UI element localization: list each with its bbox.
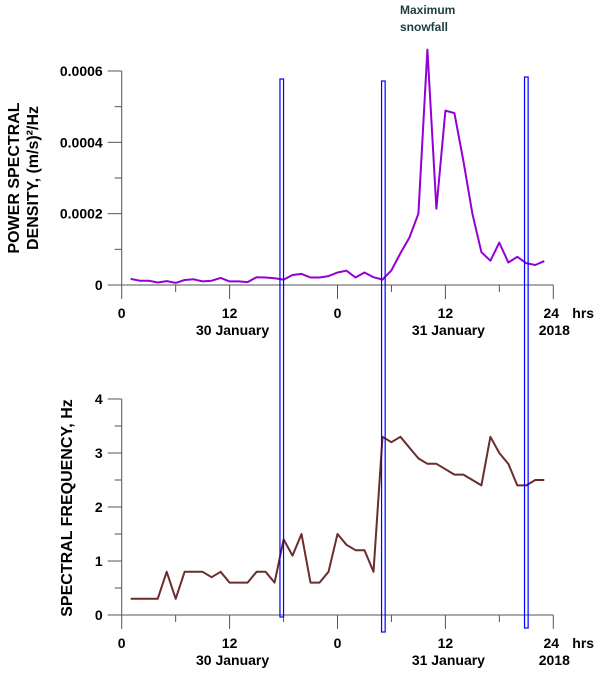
y-tick-label: 2 — [95, 499, 103, 515]
annotation-line2: snowfall — [400, 20, 448, 34]
x-unit: hrs — [572, 305, 594, 321]
x-tick-label: 12 — [438, 635, 454, 651]
x-tick-label: 24 — [544, 305, 560, 321]
time-marker — [523, 76, 529, 629]
y-tick-label: 0 — [95, 277, 103, 293]
psd-ylabel-line2: DENSITY, (m/s)²/Hz — [25, 106, 42, 250]
date-label: 2018 — [539, 322, 570, 338]
y-tick-label: 1 — [95, 553, 103, 569]
x-tick-label: 0 — [334, 635, 342, 651]
x-tick-label: 24 — [544, 635, 560, 651]
date-label: 30 January — [196, 652, 269, 668]
freq-ylabel: SPECTRAL FREQUENCY, Hz — [59, 399, 76, 617]
x-tick-label: 12 — [438, 305, 454, 321]
date-label: 31 January — [412, 652, 485, 668]
y-tick-label: 4 — [95, 391, 103, 407]
x-unit: hrs — [572, 635, 594, 651]
date-label: 31 January — [412, 322, 485, 338]
x-tick-label: 12 — [222, 305, 238, 321]
y-tick-label: 0.0004 — [60, 134, 103, 150]
panel-0: 0 12 0 12 24 hrs 30 January 31 January 2018 0 0.00… — [60, 48, 594, 338]
x-tick-label: 12 — [222, 635, 238, 651]
y-tick-label: 0.0002 — [60, 206, 103, 222]
date-label: 2018 — [539, 652, 570, 668]
x-tick-label: 0 — [334, 305, 342, 321]
y-tick-label: 3 — [95, 445, 103, 461]
time-marker — [279, 78, 285, 618]
y-tick-label: 0 — [95, 607, 103, 623]
annotation-line1: Maximum — [400, 3, 455, 17]
series-line-0 — [130, 48, 545, 284]
x-tick-label: 0 — [118, 305, 126, 321]
series-line-1 — [130, 435, 545, 600]
date-label: 30 January — [196, 322, 269, 338]
psd-ylabel-line1: POWER SPECTRAL — [6, 102, 23, 253]
y-tick-label: 0.0006 — [60, 63, 103, 79]
time-marker — [380, 80, 386, 633]
x-tick-label: 0 — [118, 635, 126, 651]
